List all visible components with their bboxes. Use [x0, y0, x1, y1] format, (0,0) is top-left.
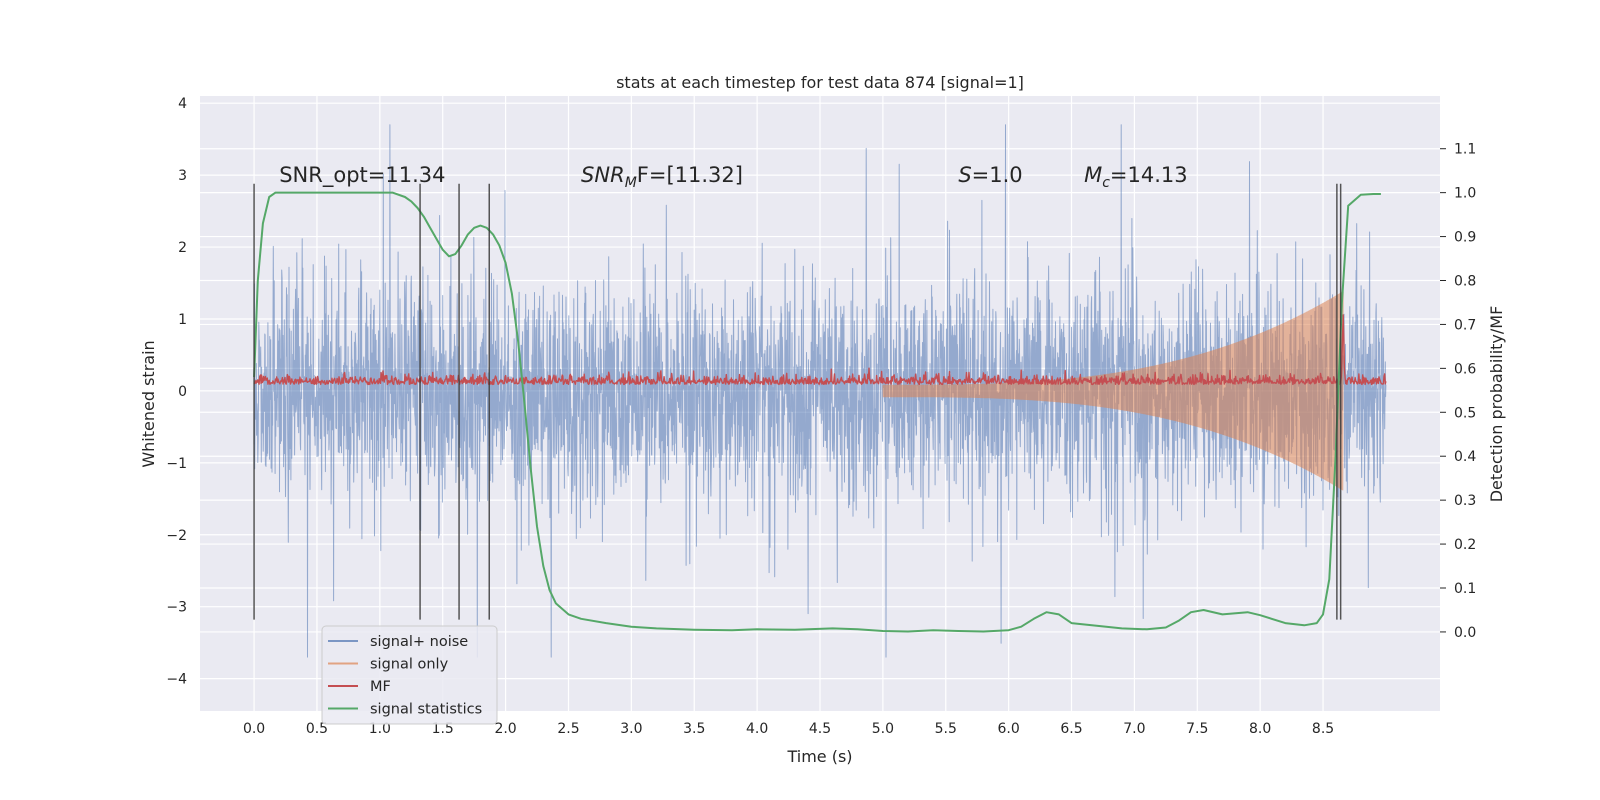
x-tick-label: 3.5	[683, 721, 705, 737]
y2-tick-label: 0.9	[1454, 230, 1476, 246]
annotation-symbol: SNR	[581, 163, 625, 187]
y2-tick-label: 0.1	[1454, 581, 1476, 597]
legend-label: MF	[370, 679, 391, 695]
y-tick-label: 3	[178, 168, 187, 184]
annotation-value: =14.13	[1110, 163, 1188, 187]
x-tick-label: 8.5	[1312, 721, 1334, 737]
annotation: S=1.0	[958, 163, 1022, 187]
legend-box	[321, 625, 498, 725]
series-signal-noise	[253, 124, 1387, 658]
x-tick-label: 4.0	[746, 721, 768, 737]
vertical-markers	[253, 183, 1342, 620]
annotation: SNRMF=[11.32]	[581, 163, 743, 191]
y-tick-label: 1	[178, 312, 187, 328]
legend-label: signal only	[370, 657, 449, 673]
y2-tick-label: 0.7	[1454, 317, 1476, 333]
y2-tick-label: 1.1	[1454, 142, 1476, 158]
x-tick-label: 5.0	[872, 721, 894, 737]
chart-title: stats at each timestep for test data 874…	[616, 73, 1024, 92]
x-tick-label: 4.5	[809, 721, 831, 737]
y-tick-label: −1	[166, 456, 187, 472]
series-signal-only	[882, 291, 1344, 491]
x-tick-label: 1.0	[369, 721, 391, 737]
annotation-symbol: M	[1084, 163, 1102, 187]
x-tick-label: 6.5	[1060, 721, 1082, 737]
y-tick-label: 2	[178, 240, 187, 256]
y-tick-label: −4	[166, 672, 187, 688]
y-axis-label: Whitened strain	[139, 340, 158, 467]
x-tick-label: 1.5	[432, 721, 454, 737]
x-tick-label: 2.0	[494, 721, 516, 737]
annotation-value: F=[11.32]	[637, 163, 743, 187]
y2-tick-label: 0.3	[1454, 493, 1476, 509]
annotation-subscript: M	[625, 175, 637, 191]
ticks: 0.0 0.5 1.0 1.5 2.0 2.5 3.0 3.5 4.0 4.5 5.0 5.5 6.0 6…	[166, 96, 1476, 737]
y-tick-label: 4	[178, 96, 187, 112]
y2-tick-label: 1.0	[1454, 186, 1476, 202]
series-mf	[253, 314, 1387, 386]
y2-tick-label: 0.5	[1454, 405, 1476, 421]
x-tick-label: 7.0	[1123, 721, 1145, 737]
y-tick-label: 0	[178, 384, 187, 400]
x-tick-label: 3.0	[620, 721, 642, 737]
y-tick-label: −2	[166, 528, 187, 544]
y2-tick-label: 0.8	[1454, 274, 1476, 290]
legend: signal+ noise signal only MF signal statist…	[321, 625, 498, 725]
y-tick-label: −3	[166, 600, 187, 616]
legend-label: signal+ noise	[370, 634, 468, 650]
annotation: SNR_opt=11.34	[279, 163, 445, 188]
x-tick-label: 8.0	[1249, 721, 1271, 737]
x-tick-label: 0.5	[306, 721, 328, 737]
y2-tick-label: 0.4	[1454, 449, 1476, 465]
x-tick-label: 2.5	[557, 721, 579, 737]
series-signal-statistics	[253, 191, 1381, 633]
annotation-symbol: S	[958, 163, 971, 187]
y2-tick-label: 0.6	[1454, 361, 1476, 377]
x-tick-label: 7.5	[1186, 721, 1208, 737]
y2-tick-label: 0.0	[1454, 625, 1476, 641]
x-axis-label: Time (s)	[786, 747, 852, 766]
annotation: Mc=14.13	[1084, 163, 1188, 191]
x-tick-label: 6.0	[998, 721, 1020, 737]
x-tick-label: 0.0	[243, 721, 265, 737]
legend-label: signal statistics	[370, 702, 482, 718]
annotation-subscript: c	[1102, 175, 1110, 191]
series-layer	[253, 124, 1387, 658]
x-tick-label: 5.5	[935, 721, 957, 737]
y2-tick-label: 0.2	[1454, 537, 1476, 553]
y2-axis-label: Detection probability/MF	[1487, 306, 1506, 503]
annotation-value: =1.0	[972, 163, 1023, 187]
annotations: SNR_opt=11.34 SNRMF=[11.32] S=1.0 Mc=14.13	[279, 163, 1187, 191]
